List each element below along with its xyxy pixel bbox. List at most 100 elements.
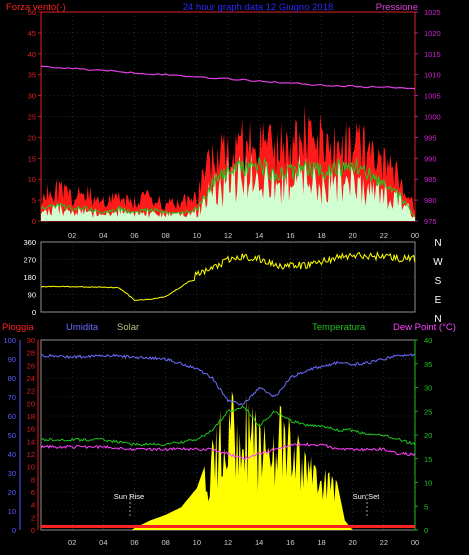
rain-tick-label: 10 — [27, 463, 35, 472]
wind-time-axis: 02 04 06 08 10 12 14 16 18 20 22 00 — [68, 231, 419, 240]
wind-time-tick-label: 14 — [255, 231, 263, 240]
humidity-tick-label: 90 — [8, 355, 16, 364]
pressure-tick-label: 1000 — [424, 113, 441, 122]
compass-label: W — [433, 257, 443, 268]
compass-label: N — [434, 314, 441, 325]
temperature-tick-label: 30 — [424, 384, 432, 393]
wind-speed-tick-label: 15 — [28, 154, 36, 163]
humidity-line — [40, 353, 416, 406]
climate-time-tick-label: 00 — [411, 538, 419, 547]
solar-radiation-area — [41, 391, 415, 530]
pressure-tick-label: 995 — [424, 133, 437, 142]
chart-title: 24 hour graph data 12 Giugno 2018 — [183, 2, 334, 13]
rain-tick-label: 20 — [27, 399, 35, 408]
rain-tick-label: 6 — [31, 488, 35, 497]
direction-tick-label: 360 — [23, 238, 36, 247]
temperature-tick-label: 25 — [424, 407, 432, 416]
wind-time-tick-label: 06 — [130, 231, 138, 240]
compass-label: N — [434, 238, 441, 249]
sunrise-label: Sun Rise — [114, 492, 144, 501]
wind-speed-axis: 0 5 10 15 20 25 30 35 40 45 50 — [28, 8, 41, 226]
rain-tick-label: 2 — [31, 513, 35, 522]
climate-time-tick-label: 12 — [224, 538, 232, 547]
dew-point-label: Dew Point (°C) — [393, 322, 456, 333]
humidity-tick-label: 30 — [8, 469, 16, 478]
climate-time-tick-label: 22 — [380, 538, 388, 547]
wind-time-tick-label: 08 — [161, 231, 169, 240]
humidity-tick-label: 60 — [8, 412, 16, 421]
temperature-tick-label: 35 — [424, 360, 432, 369]
climate-time-tick-label: 16 — [286, 538, 294, 547]
humidity-tick-label: 50 — [8, 431, 16, 440]
pressure-tick-label: 985 — [424, 175, 437, 184]
humidity-label: Umidita — [66, 322, 99, 333]
climate-time-tick-label: 14 — [255, 538, 263, 547]
compass-label: S — [435, 276, 442, 287]
temperature-label: Temperatura — [312, 322, 366, 333]
wind-speed-tick-label: 45 — [28, 29, 36, 38]
temperature-axis: 0 5 10 15 20 25 30 35 40 — [414, 336, 432, 535]
temperature-tick-label: 15 — [424, 455, 432, 464]
wind-time-tick-label: 12 — [224, 231, 232, 240]
wind-speed-tick-label: 5 — [32, 196, 36, 205]
wind-time-tick-label: 16 — [286, 231, 294, 240]
humidity-tick-label: 70 — [8, 393, 16, 402]
humidity-tick-label: 20 — [8, 488, 16, 497]
wind-speed-tick-label: 25 — [28, 113, 36, 122]
temperature-tick-label: 10 — [424, 479, 432, 488]
pressure-tick-label: 1010 — [424, 71, 441, 80]
direction-tick-label: 90 — [28, 291, 36, 300]
rain-tick-label: 14 — [27, 437, 35, 446]
humidity-tick-label: 40 — [8, 450, 16, 459]
humidity-tick-label: 0 — [12, 526, 16, 535]
wind-average-fill — [41, 151, 415, 221]
sunset-label: Sun Set — [353, 492, 381, 501]
wind-time-tick-label: 18 — [317, 231, 325, 240]
wind-speed-tick-label: 30 — [28, 92, 36, 101]
temperature-line — [40, 405, 416, 447]
wind-speed-tick-label: 35 — [28, 71, 36, 80]
direction-degrees-axis: 0 90 180 270 360 — [23, 238, 36, 317]
rain-tick-label: 16 — [27, 425, 35, 434]
humidity-axis: 0 10 20 30 40 50 60 70 80 90 100 — [3, 336, 21, 535]
pressure-tick-label: 975 — [424, 217, 437, 226]
direction-tick-label: 270 — [23, 256, 36, 265]
climate-time-tick-label: 20 — [348, 538, 356, 547]
direction-tick-label: 180 — [23, 273, 36, 282]
humidity-tick-label: 80 — [8, 374, 16, 383]
wind-speed-tick-label: 0 — [32, 217, 36, 226]
temperature-tick-label: 20 — [424, 431, 432, 440]
pressure-tick-label: 1025 — [424, 8, 441, 17]
compass-label: E — [435, 295, 442, 306]
pressure-title: Pressione — [376, 2, 418, 13]
wind-average-line — [40, 157, 416, 217]
wind-time-tick-label: 02 — [68, 231, 76, 240]
pressure-line — [41, 65, 416, 90]
rain-tick-label: 28 — [27, 349, 35, 358]
solar-label: Solar — [117, 322, 139, 333]
wind-time-tick-label: 22 — [380, 231, 388, 240]
pressure-tick-label: 1005 — [424, 92, 441, 101]
rain-tick-label: 18 — [27, 412, 35, 421]
climate-time-axis: 02 04 06 08 10 12 14 16 18 20 22 00 — [68, 538, 419, 547]
pressure-tick-label: 990 — [424, 154, 437, 163]
rain-tick-label: 24 — [27, 374, 35, 383]
rain-tick-label: 8 — [31, 475, 35, 484]
wind-speed-tick-label: 50 — [28, 8, 36, 17]
direction-tick-label: 0 — [32, 308, 36, 317]
wind-time-tick-label: 10 — [193, 231, 201, 240]
climate-time-tick-label: 04 — [99, 538, 107, 547]
pressure-tick-label: 1015 — [424, 50, 441, 59]
wind-speed-tick-label: 40 — [28, 50, 36, 59]
rain-tick-label: 4 — [31, 501, 35, 510]
temperature-tick-label: 40 — [424, 336, 432, 345]
rain-tick-label: 22 — [27, 387, 35, 396]
wind-time-tick-label: 00 — [411, 231, 419, 240]
rain-tick-label: 26 — [27, 361, 35, 370]
rain-label: Pioggia — [2, 322, 34, 333]
wind-speed-tick-label: 20 — [28, 133, 36, 142]
humidity-tick-label: 10 — [8, 507, 16, 516]
